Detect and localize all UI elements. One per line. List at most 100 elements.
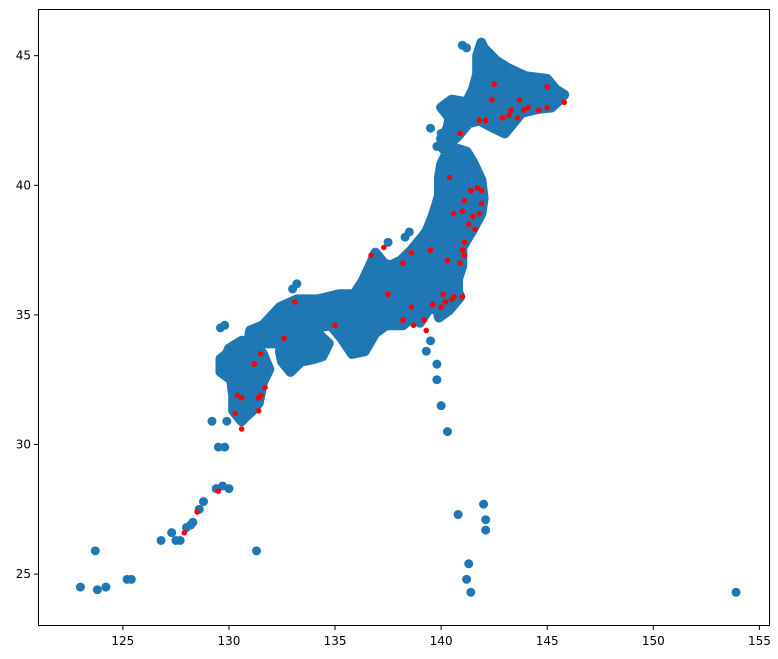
red-point-10 (506, 112, 512, 119)
red-point-14 (514, 115, 521, 121)
red-point-33 (427, 247, 434, 253)
red-point-29 (459, 247, 466, 253)
land-point-28 (464, 559, 474, 569)
red-point-26 (472, 226, 478, 233)
x-tick-label-145: 145 (536, 634, 559, 648)
land-mass-2 (274, 328, 334, 377)
red-point-48 (410, 322, 417, 329)
red-point-8 (535, 107, 542, 113)
red-point-53 (281, 335, 287, 342)
land-mass-0 (436, 37, 570, 154)
red-point-63 (238, 426, 245, 432)
land-point-20 (252, 546, 262, 556)
land-point-51 (186, 520, 196, 530)
land-point-36 (220, 320, 230, 330)
land-point-33 (481, 525, 491, 535)
red-point-3 (525, 104, 531, 111)
red-point-5 (544, 83, 551, 90)
red-point-15 (457, 130, 464, 137)
red-point-61 (255, 408, 262, 414)
red-point-66 (181, 529, 188, 536)
red-point-18 (474, 185, 481, 191)
land-point-1 (90, 546, 100, 556)
land-point-19 (222, 416, 232, 426)
land-point-2 (92, 585, 102, 595)
red-point-45 (429, 301, 436, 308)
land-point-50 (171, 535, 181, 545)
red-point-39 (440, 291, 447, 297)
land-point-21 (436, 401, 446, 411)
x-tick-label-140: 140 (430, 634, 453, 648)
y-tick-label-45: 45 (16, 49, 31, 63)
land-point-38 (288, 284, 298, 294)
land-mass-1 (243, 141, 489, 359)
land-point-34 (731, 587, 741, 597)
red-point-62 (232, 410, 239, 417)
land-point-26 (421, 346, 431, 356)
red-point-22 (451, 211, 457, 217)
land-point-0 (75, 582, 85, 592)
red-point-20 (478, 200, 485, 207)
red-point-54 (257, 350, 264, 357)
land-point-49 (553, 90, 563, 100)
red-point-47 (400, 317, 406, 323)
y-tick-label-25: 25 (16, 567, 31, 581)
red-point-55 (251, 361, 258, 367)
red-point-17 (468, 187, 474, 194)
red-point-35 (400, 260, 406, 266)
red-point-1 (489, 96, 495, 103)
red-point-32 (444, 257, 451, 264)
land-point-42 (404, 227, 414, 237)
red-point-24 (470, 213, 476, 220)
red-point-2 (516, 96, 523, 103)
red-point-37 (368, 252, 374, 259)
x-tick-label-150: 150 (642, 634, 665, 648)
land-point-25 (426, 336, 436, 346)
red-point-60 (234, 392, 241, 399)
red-point-13 (476, 117, 483, 124)
land-point-17 (213, 442, 223, 452)
red-point-16 (446, 174, 453, 181)
x-tick-label-125: 125 (111, 634, 134, 648)
red-point-59 (238, 395, 245, 401)
land-point-6 (156, 535, 166, 545)
land-point-5 (126, 574, 136, 584)
x-axis: 125 130 135 140 145 150 155 (111, 626, 771, 648)
red-point-42 (451, 293, 457, 300)
red-point-28 (461, 239, 468, 246)
land-point-23 (432, 375, 442, 385)
red-point-6 (561, 99, 567, 106)
red-point-31 (457, 260, 464, 266)
red-point-52 (291, 299, 298, 305)
red-point-27 (465, 221, 472, 227)
red-point-19 (478, 187, 485, 194)
red-markers (181, 81, 567, 536)
red-point-21 (461, 198, 468, 204)
y-axis: 25 30 35 40 45 (16, 49, 38, 581)
plot-frame (38, 9, 770, 626)
land-point-27 (453, 510, 463, 520)
red-point-49 (421, 317, 427, 323)
land-point-43 (436, 128, 446, 138)
land-point-15 (224, 484, 234, 494)
red-point-4 (521, 107, 527, 113)
land-point-39 (372, 250, 382, 260)
land-point-30 (466, 587, 476, 597)
red-point-30 (461, 252, 468, 259)
land-point-40 (383, 237, 393, 247)
land-point-31 (479, 499, 489, 509)
land-point-12 (198, 497, 208, 507)
red-point-7 (544, 104, 551, 111)
red-point-12 (482, 117, 489, 124)
x-tick-label-130: 130 (218, 634, 241, 648)
red-point-41 (442, 299, 449, 305)
x-tick-label-155: 155 (748, 634, 771, 648)
red-point-56 (262, 384, 268, 391)
land-point-16 (220, 442, 230, 452)
land-point-45 (432, 141, 442, 151)
land-point-47 (462, 43, 472, 53)
x-tick-label-135: 135 (324, 634, 347, 648)
land-point-3 (101, 582, 111, 592)
red-point-44 (438, 304, 444, 310)
